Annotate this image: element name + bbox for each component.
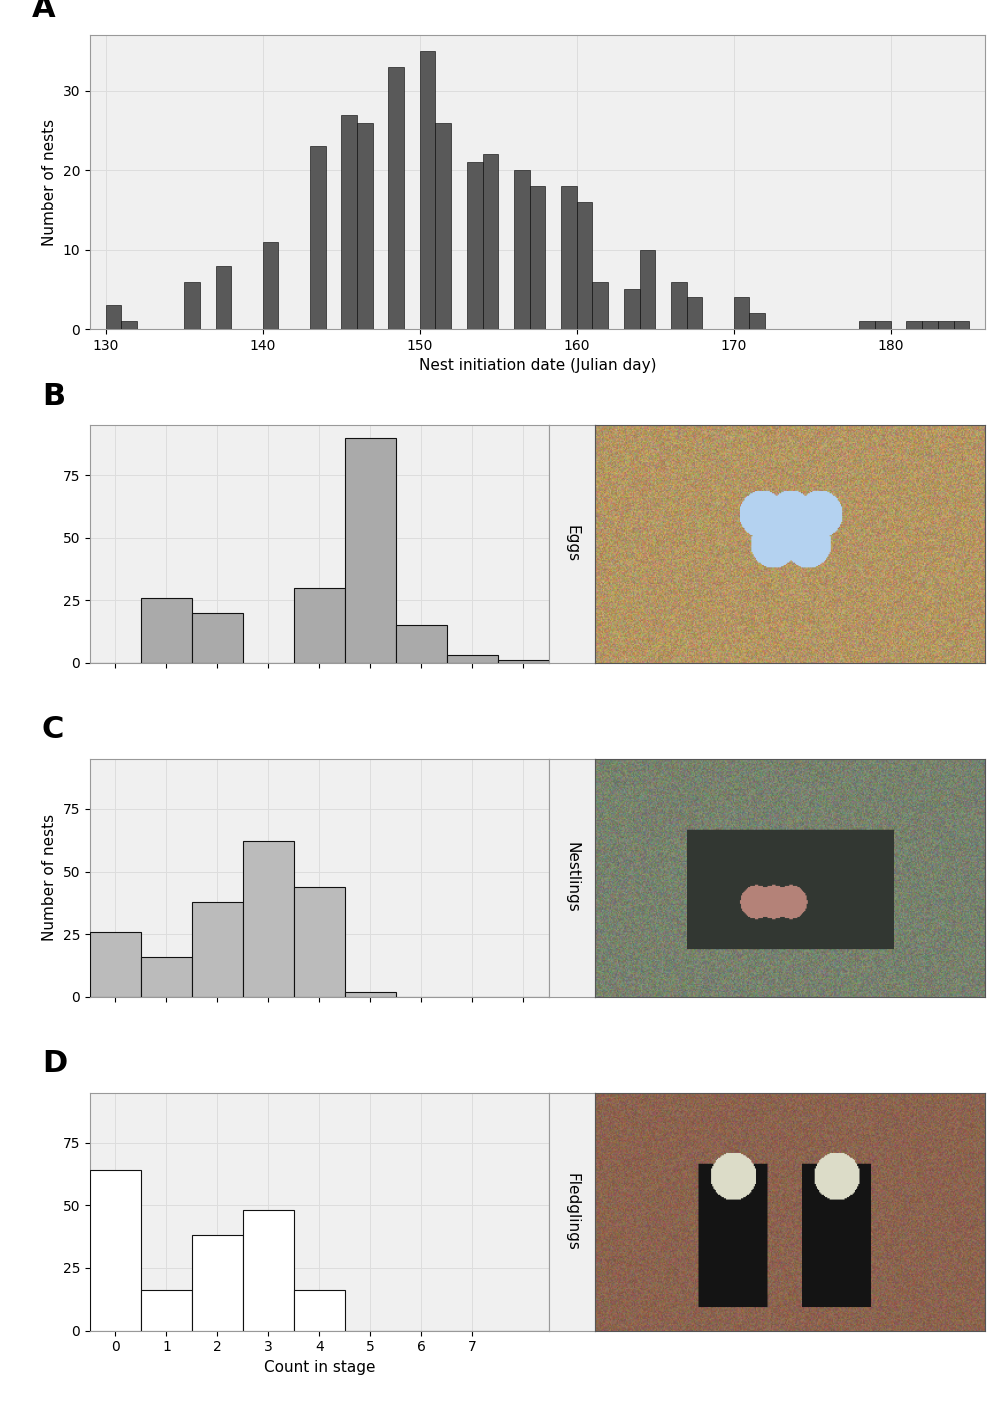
Bar [561, 186, 577, 329]
Bar [243, 1211, 294, 1331]
Bar [483, 155, 498, 329]
Bar [294, 887, 345, 997]
Text: B: B [42, 382, 65, 411]
Bar [859, 321, 875, 329]
Text: A: A [32, 0, 55, 24]
Bar [906, 321, 922, 329]
Bar [141, 956, 192, 997]
Bar [192, 1235, 243, 1331]
Bar [514, 170, 530, 329]
Bar [294, 587, 345, 663]
Bar [341, 114, 357, 329]
Bar [420, 51, 435, 329]
Bar [498, 660, 549, 663]
Bar [141, 598, 192, 663]
Y-axis label: Number of nests: Number of nests [42, 118, 57, 246]
Bar [875, 321, 891, 329]
Bar [671, 282, 687, 329]
Bar [530, 186, 545, 329]
Bar [734, 297, 749, 329]
Bar [90, 932, 141, 997]
Text: Nestlings: Nestlings [564, 842, 579, 914]
X-axis label: Count in stage: Count in stage [264, 1360, 375, 1374]
Bar [467, 162, 483, 329]
X-axis label: Nest initiation date (Julian day): Nest initiation date (Julian day) [419, 359, 656, 373]
Bar [938, 321, 954, 329]
Bar [184, 282, 200, 329]
Bar [141, 1291, 192, 1331]
Bar [294, 1291, 345, 1331]
Bar [345, 438, 396, 663]
Bar [624, 290, 640, 329]
Bar [216, 266, 231, 329]
Bar [640, 249, 655, 329]
Bar [388, 68, 404, 329]
Text: Fledglings: Fledglings [564, 1173, 579, 1250]
Bar [192, 901, 243, 997]
Bar [396, 625, 447, 663]
Bar [263, 242, 278, 329]
Bar [954, 321, 969, 329]
Bar [447, 656, 498, 663]
Bar [345, 991, 396, 997]
Y-axis label: Number of nests: Number of nests [42, 814, 57, 942]
Bar [121, 321, 137, 329]
Bar [749, 314, 765, 329]
Text: D: D [42, 1049, 67, 1079]
Bar [310, 146, 326, 329]
Bar [922, 321, 938, 329]
Bar [687, 297, 702, 329]
Bar [243, 842, 294, 997]
Bar [106, 306, 121, 329]
Bar [592, 282, 608, 329]
Text: C: C [42, 715, 64, 745]
Text: Eggs: Eggs [564, 525, 579, 563]
Bar [435, 122, 451, 329]
Bar [357, 122, 373, 329]
Bar [90, 1170, 141, 1331]
Bar [577, 203, 592, 329]
Bar [192, 612, 243, 663]
